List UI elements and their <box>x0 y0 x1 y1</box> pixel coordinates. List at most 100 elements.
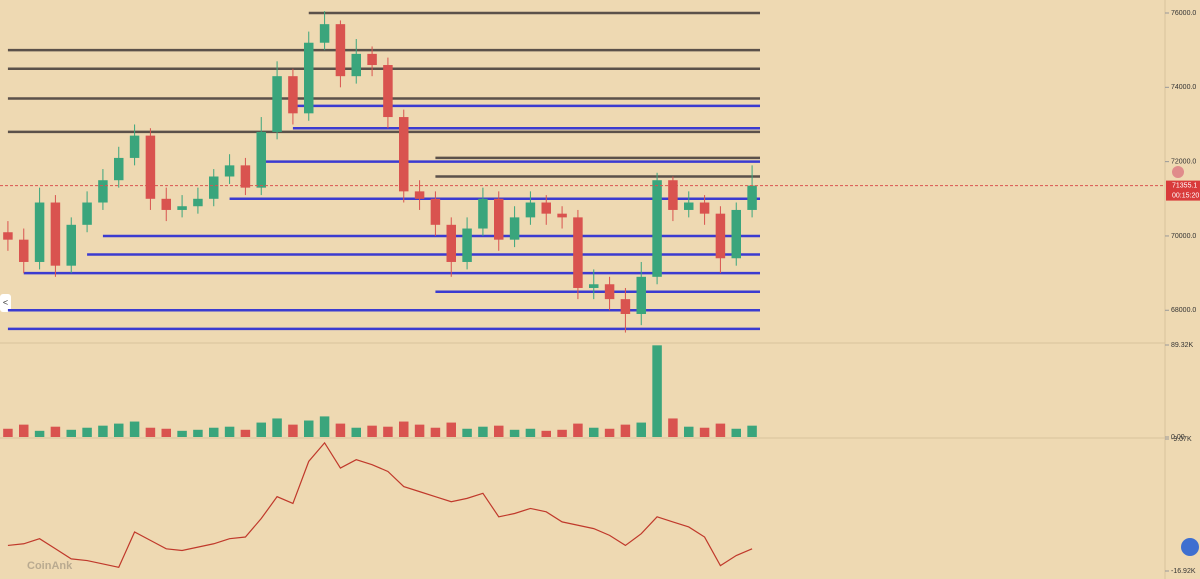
y-tick-label: 89.32K <box>1171 342 1194 349</box>
candle-body <box>161 198 171 210</box>
candle-body <box>414 191 425 199</box>
candle-body <box>145 135 156 199</box>
volume-bar <box>177 430 187 437</box>
volume-bar <box>715 423 726 437</box>
volume-bar <box>129 421 140 437</box>
candle-body <box>82 202 92 225</box>
volume-bar <box>462 428 472 437</box>
candle-body <box>98 180 108 203</box>
volume-bar <box>494 425 504 437</box>
y-tick-label: 0.00 <box>1171 434 1185 441</box>
candle-body <box>573 217 583 288</box>
candle-body <box>129 135 140 158</box>
volume-bar <box>430 427 441 437</box>
volume-bar <box>82 427 92 437</box>
icon[interactable] <box>1181 538 1199 556</box>
candle-body <box>209 176 219 199</box>
candle-body <box>367 53 377 66</box>
y-tick-label: 68000.0 <box>1171 307 1196 314</box>
volume-bar <box>573 423 583 437</box>
candle-body <box>494 198 504 240</box>
volume-bar <box>50 426 61 437</box>
volume-bar <box>557 429 567 437</box>
volume-bar <box>636 422 646 437</box>
candle-body <box>589 284 599 288</box>
candle-body <box>462 228 472 262</box>
volume-bar <box>98 425 108 437</box>
y-tick-label: 74000.0 <box>1171 84 1196 91</box>
candle-body <box>50 202 61 266</box>
icon[interactable] <box>1172 166 1184 178</box>
candle-body <box>747 185 757 210</box>
volume-bar <box>288 424 298 437</box>
candle-body <box>3 232 13 240</box>
y-tick-label: -16.92K <box>1171 568 1196 575</box>
volume-bar <box>272 418 282 437</box>
volume-bar <box>3 428 13 437</box>
countdown: 00:15:20 <box>1172 192 1199 199</box>
volume-bar <box>240 429 251 437</box>
volume-bar <box>161 428 171 437</box>
volume-bar <box>525 428 536 437</box>
watermark: CoinAnk <box>27 560 73 572</box>
volume-bar <box>193 429 203 437</box>
volume-bar <box>541 430 551 437</box>
volume-bar <box>589 427 599 437</box>
volume-bar <box>446 422 456 437</box>
volume-bar <box>367 425 377 437</box>
volume-bar <box>747 425 757 437</box>
candle-body <box>541 202 551 214</box>
volume-bar <box>34 430 45 437</box>
candle-body <box>446 224 456 262</box>
candle-body <box>668 180 678 210</box>
candle-body <box>684 202 694 210</box>
volume-bar <box>684 426 694 437</box>
candle-body <box>288 76 298 114</box>
candle-body <box>731 209 741 259</box>
candle-body <box>19 239 29 262</box>
candle-body <box>304 42 314 114</box>
y-tick-label: 72000.0 <box>1171 158 1196 165</box>
volume-bar <box>414 424 425 437</box>
last-price-label: 71355.1 <box>1172 182 1197 189</box>
volume-bar <box>620 424 631 437</box>
candle-body <box>430 198 441 225</box>
candle-body <box>34 202 45 262</box>
candle-body <box>509 217 520 240</box>
candle-body <box>224 165 235 177</box>
candle-body <box>525 202 536 218</box>
candle-body <box>636 276 646 314</box>
candle-body <box>715 213 726 259</box>
delta-line <box>7 441 753 568</box>
volume-bar <box>145 427 156 437</box>
volume-bar <box>224 426 235 437</box>
volume-bar <box>19 424 29 437</box>
candle-body <box>319 24 330 43</box>
candle-body <box>699 202 710 214</box>
volume-bar <box>256 422 266 437</box>
back-button-label[interactable]: < <box>3 297 8 307</box>
candle-body <box>399 117 409 192</box>
volume-bar <box>114 423 124 437</box>
candle-body <box>256 131 266 188</box>
candle-body <box>114 157 124 181</box>
volume-bar <box>652 345 662 437</box>
volume-bar <box>383 426 393 437</box>
volume-bar <box>478 426 488 437</box>
volume-bar <box>319 416 330 437</box>
volume-bar <box>509 429 520 437</box>
candle-body <box>240 165 251 188</box>
candle-body <box>177 206 187 210</box>
volume-bar <box>731 428 741 437</box>
candle-body <box>557 213 567 218</box>
y-tick-label: -9.07K <box>1171 436 1192 443</box>
volume-bar <box>351 427 361 437</box>
volume-bar <box>335 423 346 437</box>
volume-bar <box>699 427 710 437</box>
volume-bar <box>304 420 314 437</box>
back-button[interactable] <box>0 294 11 312</box>
volume-bar <box>209 427 219 437</box>
candle-body <box>652 180 662 277</box>
